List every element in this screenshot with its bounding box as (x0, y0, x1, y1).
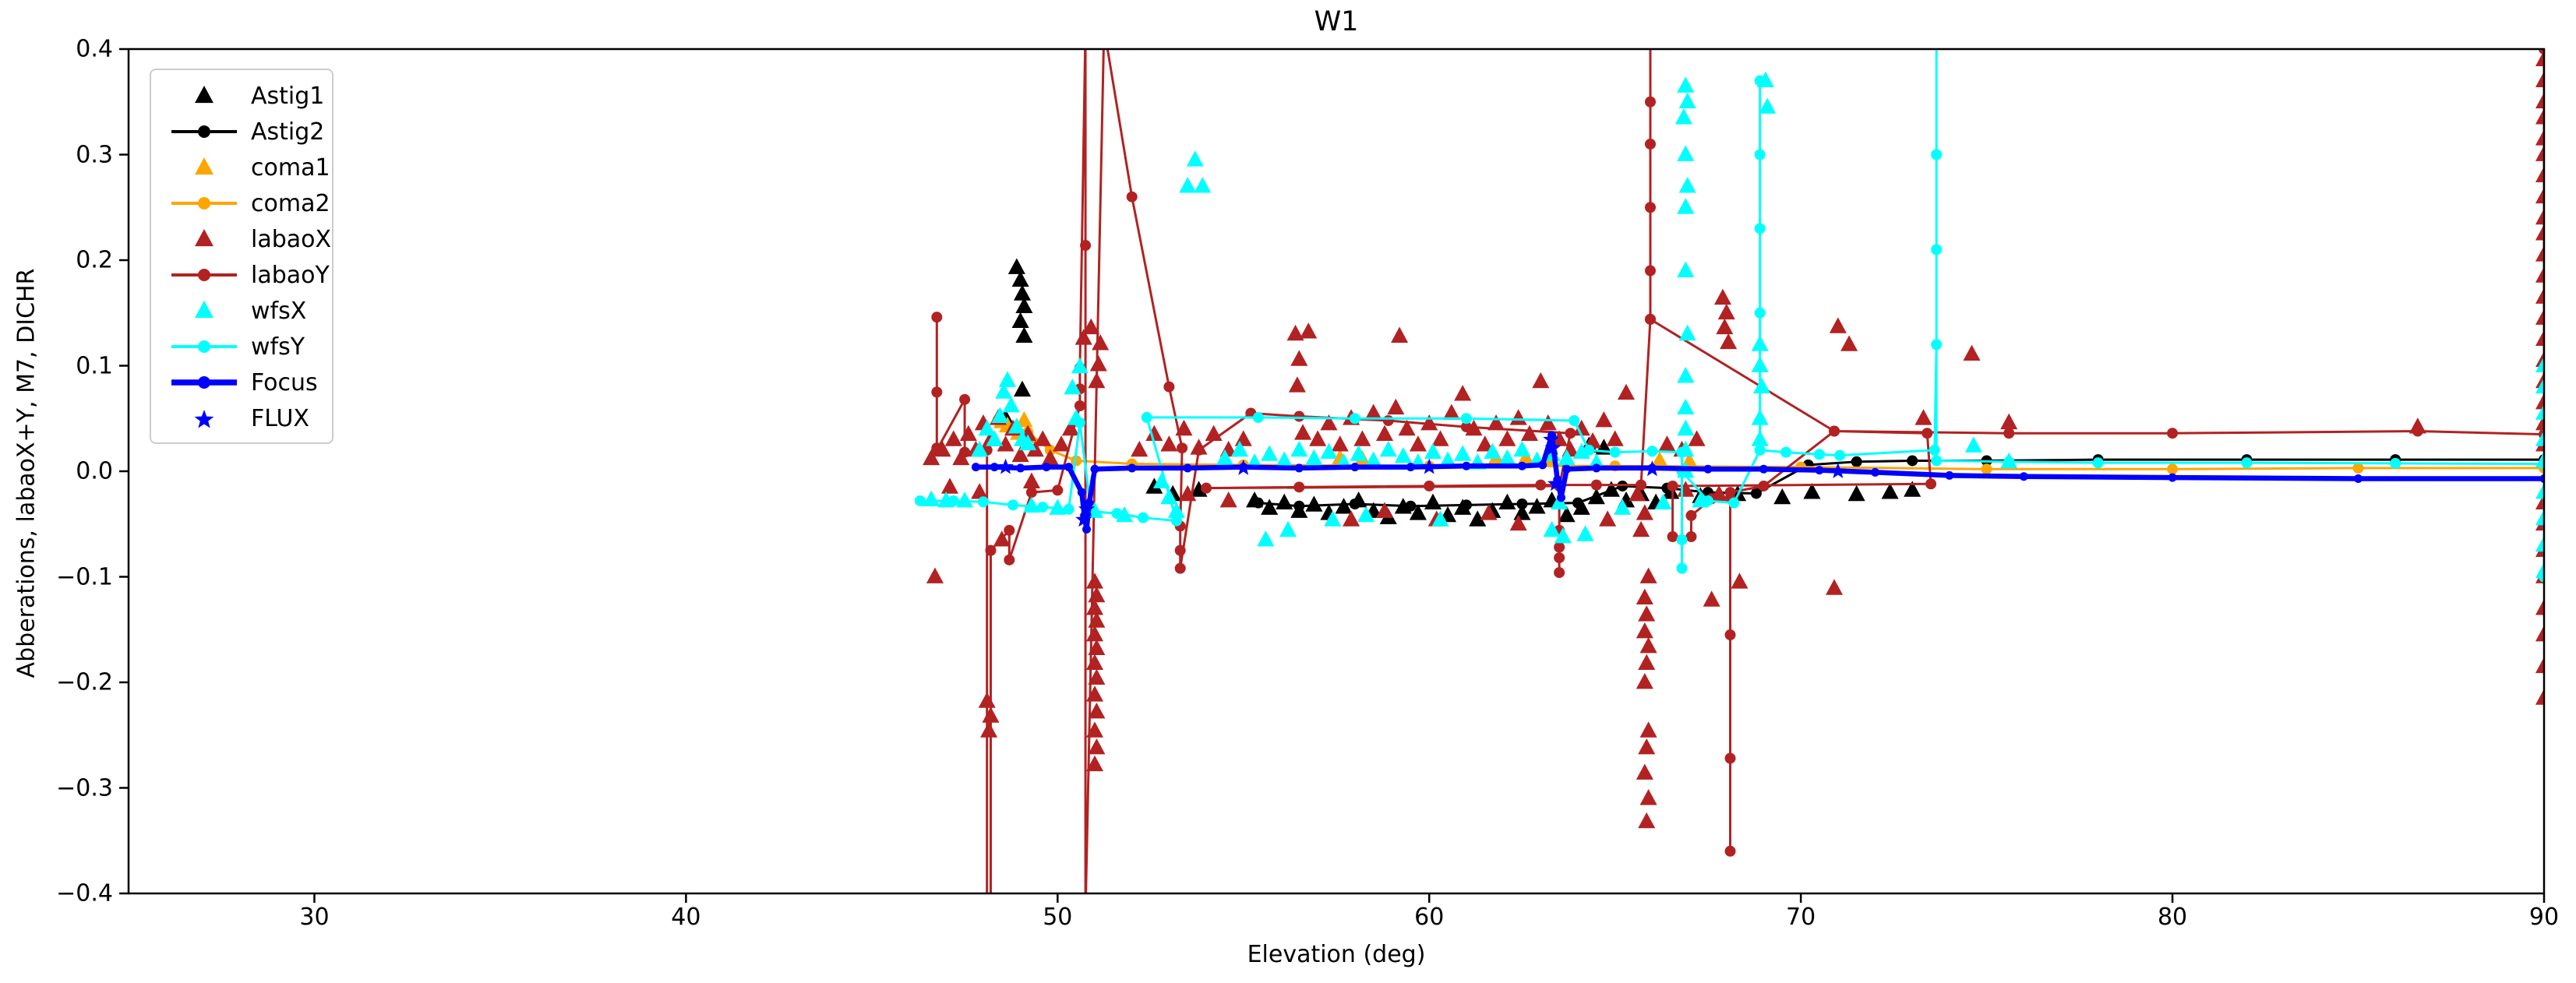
legend-line-marker-icon (171, 197, 237, 210)
legend-label: Astig2 (251, 118, 325, 146)
x-axis-label: Elevation (deg) (1247, 941, 1426, 968)
y-tick-label: 0.3 (76, 141, 113, 168)
legend-item-Astig1: Astig1 (151, 78, 332, 114)
legend-label: wfsY (251, 333, 305, 361)
legend-label: wfsX (251, 297, 307, 325)
series-labaoX (923, 50, 2544, 829)
legend-item-labaoX: labaoX (151, 221, 332, 257)
legend-line-marker-icon (171, 340, 237, 353)
y-tick-label: 0.1 (76, 352, 113, 379)
legend-label: coma2 (251, 189, 330, 217)
legend-label: Focus (251, 368, 318, 396)
y-tick-label: −0.2 (56, 668, 113, 696)
legend-label: labaoY (251, 261, 330, 289)
legend-label: coma1 (251, 153, 330, 181)
chart-title: W1 (1314, 6, 1359, 37)
legend: Astig1 Astig2 coma1 coma2 labaoX labaoY wfsX wf… (150, 69, 333, 444)
y-tick-label: 0.4 (76, 35, 113, 63)
legend-item-FLUX: FLUX (151, 400, 332, 436)
legend-item-Focus: Focus (151, 365, 332, 400)
y-axis-label: Abberations, labaoX+Y, M7, DICHR (12, 268, 41, 678)
x-tick-label: 40 (671, 904, 701, 931)
legend-line-marker-icon (171, 376, 237, 389)
legend-item-labaoY: labaoY (151, 257, 332, 293)
legend-triangle-icon (195, 157, 213, 175)
legend-label: FLUX (251, 404, 309, 432)
x-tick-label: 30 (299, 904, 330, 931)
y-tick-label: 0.2 (76, 246, 113, 274)
x-tick-label: 70 (1786, 904, 1816, 931)
y-tick-label: 0.0 (76, 457, 113, 485)
legend-item-coma2: coma2 (151, 185, 332, 221)
plot-data-layer (914, 49, 2544, 893)
legend-item-coma1: coma1 (151, 150, 332, 185)
x-tick-label: 60 (1414, 904, 1445, 931)
legend-item-wfsY: wfsY (151, 329, 332, 365)
legend-triangle-icon (195, 86, 213, 104)
legend-item-Astig2: Astig2 (151, 114, 332, 150)
legend-label: labaoX (251, 225, 332, 253)
legend-triangle-icon (195, 301, 213, 319)
series-wfsY (914, 49, 2544, 583)
x-tick-label: 90 (2528, 904, 2560, 931)
legend-line-marker-icon (171, 125, 237, 138)
legend-line-marker-icon (171, 269, 237, 281)
legend-label: Astig1 (251, 82, 325, 110)
legend-triangle-icon (195, 229, 213, 247)
y-tick-label: −0.1 (56, 563, 113, 590)
legend-item-wfsX: wfsX (151, 293, 332, 329)
y-tick-label: −0.3 (56, 774, 113, 802)
axes-frame (119, 48, 2546, 903)
y-tick-label: −0.4 (56, 879, 113, 907)
x-tick-label: 50 (1043, 904, 1073, 931)
x-tick-label: 80 (2157, 904, 2188, 931)
series-FLUX (997, 431, 1847, 527)
legend-star-icon (194, 410, 214, 428)
